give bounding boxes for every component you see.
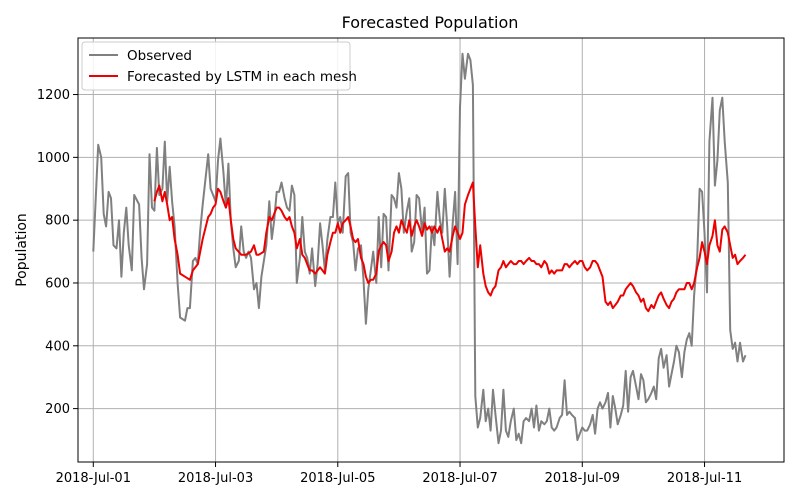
legend-label-observed: Observed (127, 48, 192, 64)
x-tick-label: 2018-Jul-05 (300, 471, 375, 486)
legend: Observed Forecasted by LSTM in each mesh (81, 41, 357, 91)
x-axis: 2018-Jul-01 2018-Jul-03 2018-Jul-05 2018-Ju… (56, 462, 742, 486)
series-line-observed (92, 52, 747, 445)
x-tick-label: 2018-Jul-01 (56, 471, 131, 486)
y-tick-label: 800 (45, 214, 70, 229)
legend-label-forecast: Forecasted by LSTM in each mesh (127, 69, 357, 85)
y-axis: 200 400 600 800 1000 1200 (37, 88, 78, 417)
y-tick-label: 600 (45, 276, 70, 291)
series-lines (92, 52, 747, 445)
legend-box (81, 41, 351, 91)
chart-title: Forecasted Population (342, 13, 519, 32)
series-line-forecast (153, 181, 747, 313)
y-tick-label: 1000 (37, 151, 70, 166)
y-tick-label: 200 (45, 402, 70, 417)
y-axis-label: Population (14, 213, 30, 287)
y-tick-label: 1200 (37, 88, 70, 103)
plot-area-frame (77, 37, 785, 463)
x-tick-label: 2018-Jul-09 (545, 471, 620, 486)
x-tick-label: 2018-Jul-11 (667, 471, 742, 486)
x-tick-label: 2018-Jul-03 (178, 471, 253, 486)
x-tick-label: 2018-Jul-07 (422, 471, 497, 486)
y-tick-label: 400 (45, 339, 70, 354)
